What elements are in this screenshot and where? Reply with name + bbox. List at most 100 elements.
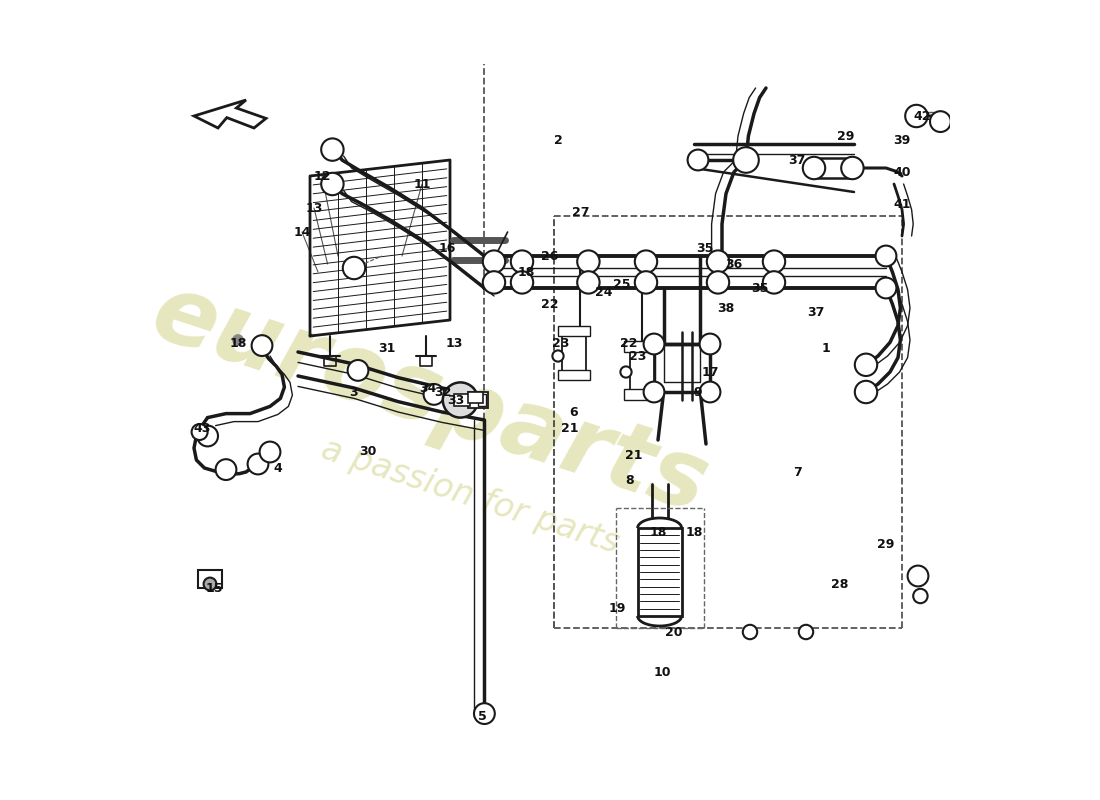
Circle shape (233, 335, 243, 345)
Circle shape (321, 173, 343, 195)
Circle shape (483, 271, 505, 294)
Text: 27: 27 (572, 206, 590, 218)
Circle shape (635, 250, 657, 273)
Text: 18: 18 (685, 526, 703, 538)
Text: 29: 29 (837, 130, 855, 142)
Circle shape (260, 442, 280, 462)
Text: 25: 25 (614, 278, 630, 290)
Text: 1: 1 (822, 342, 830, 354)
Text: 21: 21 (561, 422, 579, 434)
Text: 7: 7 (793, 466, 802, 478)
Text: a passion for parts: a passion for parts (317, 432, 623, 560)
Polygon shape (194, 100, 266, 128)
Text: 18: 18 (649, 526, 667, 538)
Text: 9: 9 (694, 386, 702, 398)
Circle shape (191, 424, 208, 440)
Text: 31: 31 (378, 342, 396, 354)
Circle shape (578, 271, 600, 294)
Circle shape (204, 578, 217, 590)
Circle shape (635, 271, 657, 294)
Text: 23: 23 (629, 350, 647, 362)
Circle shape (855, 354, 877, 376)
Bar (558, 326, 590, 336)
Circle shape (510, 271, 534, 294)
Text: 20: 20 (666, 626, 683, 638)
Bar (558, 370, 590, 380)
Text: 38: 38 (717, 302, 735, 314)
Text: 28: 28 (830, 578, 848, 590)
Text: 29: 29 (878, 538, 894, 550)
Bar (562, 336, 586, 380)
Text: 34: 34 (419, 382, 437, 394)
Circle shape (762, 250, 785, 273)
Text: 6: 6 (570, 406, 579, 418)
Text: 4: 4 (274, 462, 283, 474)
Bar (469, 392, 483, 403)
Text: 11: 11 (414, 178, 431, 190)
Text: 16: 16 (439, 242, 456, 254)
Text: 35: 35 (695, 242, 713, 254)
Bar (638, 528, 682, 616)
Text: 40: 40 (893, 166, 911, 178)
Circle shape (424, 384, 444, 405)
Text: 37: 37 (807, 306, 824, 318)
Circle shape (908, 566, 928, 586)
Text: 23: 23 (552, 338, 569, 350)
Circle shape (216, 459, 236, 480)
Circle shape (842, 157, 864, 179)
Text: 43: 43 (194, 422, 211, 434)
Circle shape (321, 138, 343, 161)
Text: 10: 10 (653, 666, 671, 678)
Circle shape (762, 271, 785, 294)
Text: 18: 18 (517, 266, 535, 278)
Text: 24: 24 (595, 286, 613, 298)
Circle shape (799, 625, 813, 639)
Circle shape (552, 350, 563, 362)
Text: 32: 32 (434, 386, 451, 398)
Text: 21: 21 (625, 450, 642, 462)
Text: 18: 18 (229, 338, 246, 350)
Circle shape (248, 454, 268, 474)
Circle shape (742, 625, 757, 639)
Circle shape (483, 250, 505, 273)
Text: 3: 3 (350, 386, 359, 398)
Text: 13: 13 (446, 338, 463, 350)
Text: 13: 13 (306, 202, 322, 214)
Text: 37: 37 (788, 154, 805, 166)
Text: 8: 8 (626, 474, 635, 486)
Bar (198, 570, 222, 588)
Circle shape (443, 382, 478, 418)
Circle shape (620, 366, 631, 378)
Text: 42: 42 (913, 110, 931, 122)
Circle shape (343, 257, 365, 279)
Circle shape (905, 105, 927, 127)
Text: 22: 22 (619, 338, 637, 350)
Text: 19: 19 (608, 602, 626, 614)
Text: 14: 14 (294, 226, 310, 238)
Bar (478, 394, 486, 406)
Text: 30: 30 (359, 446, 376, 458)
Text: 26: 26 (541, 250, 559, 262)
Text: 22: 22 (541, 298, 559, 310)
Text: 17: 17 (702, 366, 718, 378)
Text: 35: 35 (751, 282, 768, 294)
Bar (469, 392, 488, 408)
Circle shape (700, 382, 720, 402)
Circle shape (197, 426, 218, 446)
Circle shape (688, 150, 708, 170)
Circle shape (644, 334, 664, 354)
Circle shape (803, 157, 825, 179)
Text: 5: 5 (477, 710, 486, 722)
Bar (625, 389, 660, 400)
Circle shape (510, 250, 534, 273)
Circle shape (876, 278, 896, 298)
Circle shape (474, 703, 495, 724)
Circle shape (855, 381, 877, 403)
Bar (454, 394, 470, 406)
Text: 15: 15 (206, 582, 222, 594)
Bar (814, 158, 852, 178)
Text: eurosparts: eurosparts (141, 267, 719, 533)
Circle shape (876, 246, 896, 266)
Circle shape (930, 111, 950, 132)
Circle shape (578, 250, 600, 273)
